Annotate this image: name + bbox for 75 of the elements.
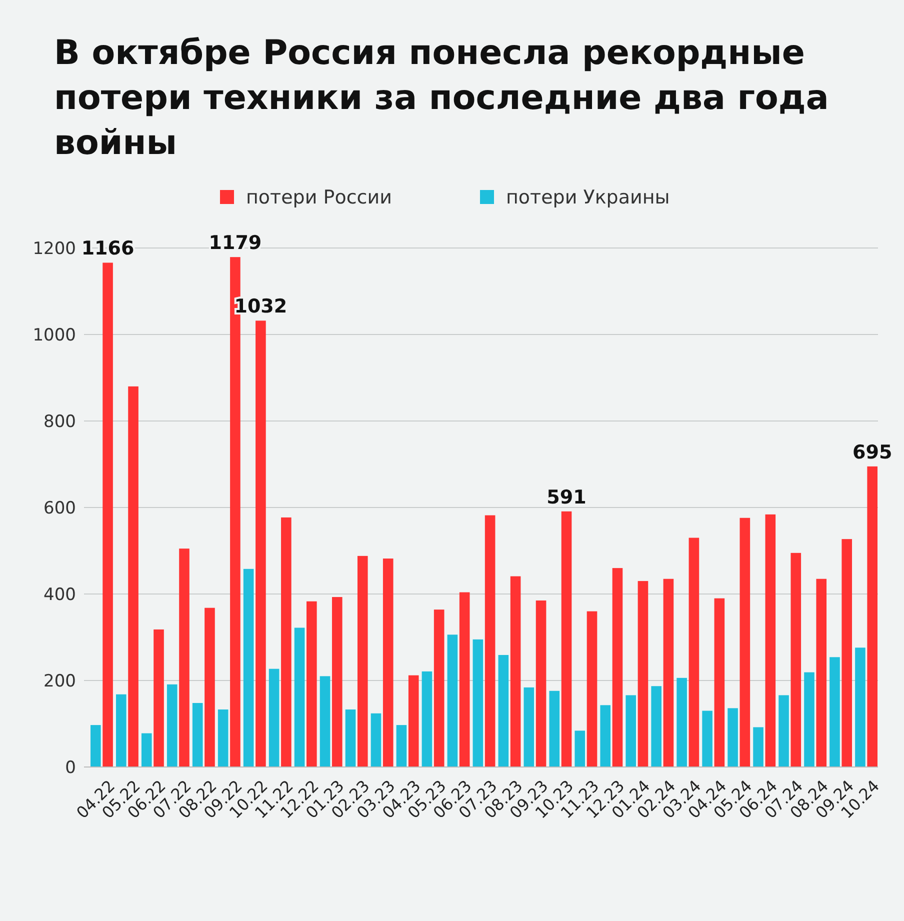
bar [842, 539, 852, 767]
bar [753, 727, 764, 767]
bar [396, 725, 407, 767]
bar [830, 657, 840, 767]
legend-label: потери России [246, 186, 392, 209]
bar [268, 668, 280, 767]
bar [663, 578, 674, 767]
bar [166, 684, 178, 767]
bar [714, 598, 725, 767]
bar [688, 538, 700, 767]
y-tick-label: 800 [44, 412, 76, 432]
y-tick-label: 400 [44, 584, 76, 605]
y-tick-label: 200 [44, 671, 76, 692]
bar [651, 686, 662, 767]
bar [102, 262, 113, 767]
bar [128, 386, 138, 767]
bar [294, 628, 305, 767]
bar [816, 578, 827, 767]
bar [574, 730, 586, 767]
bar [320, 676, 330, 767]
bar [345, 709, 356, 767]
bar [626, 695, 636, 767]
bar [472, 639, 484, 767]
bar [498, 654, 509, 767]
bar [638, 581, 648, 767]
bar [728, 708, 738, 767]
bar [422, 671, 432, 767]
bar [676, 678, 687, 767]
bar [740, 518, 750, 767]
bar [434, 610, 444, 767]
bar [790, 552, 802, 767]
bar [370, 713, 382, 767]
bar [90, 725, 101, 767]
data-label: 591 [546, 486, 586, 508]
bar [141, 733, 152, 767]
y-tick-label: 1200 [32, 238, 76, 259]
bar [204, 608, 215, 767]
bar [702, 710, 712, 767]
bar [459, 592, 470, 767]
data-label: 1179 [208, 232, 262, 254]
bar [256, 320, 266, 767]
y-tick-label: 0 [65, 758, 76, 778]
bar [116, 694, 126, 767]
bar [192, 702, 203, 767]
bar [306, 601, 317, 767]
legend-label: потери Украины [506, 186, 670, 209]
bar [281, 517, 292, 767]
data-label: 1166 [81, 238, 134, 260]
bar [484, 515, 496, 767]
bar [243, 568, 254, 767]
bar [357, 556, 368, 767]
bar [510, 576, 521, 767]
y-tick-label: 600 [44, 498, 76, 518]
bar [765, 514, 776, 767]
bar [867, 466, 878, 767]
bar [447, 634, 458, 767]
bar [804, 672, 814, 767]
bar [778, 695, 789, 767]
bar [612, 568, 623, 767]
bar [586, 611, 598, 767]
bar [382, 558, 394, 767]
bar [536, 600, 546, 767]
bar [332, 597, 342, 767]
bar [600, 705, 611, 767]
chart-title: В октябре Россия понесла рекордные потери техники за последние два года войны [54, 33, 829, 163]
bar [524, 687, 534, 767]
bar [408, 675, 419, 767]
bar [218, 709, 228, 767]
bar [549, 690, 560, 767]
bar [179, 548, 190, 767]
y-tick-label: 1000 [32, 325, 76, 346]
bar [561, 511, 572, 767]
bar [154, 629, 164, 767]
data-label: 695 [852, 441, 892, 464]
bar [855, 648, 866, 767]
